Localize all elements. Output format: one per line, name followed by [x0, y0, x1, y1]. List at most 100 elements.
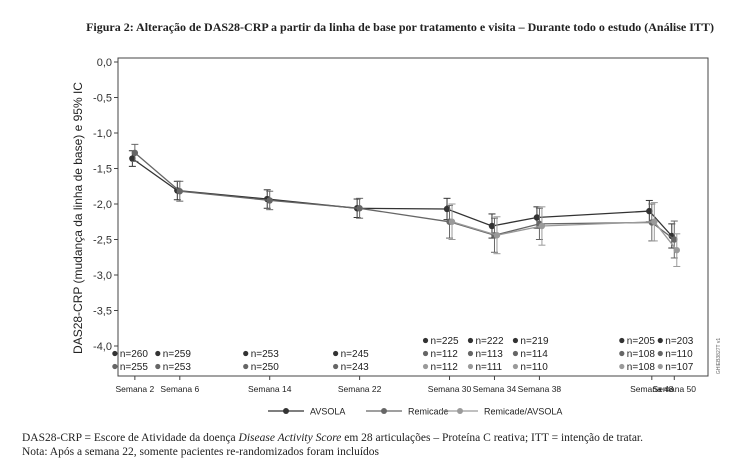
- n-marker: [243, 350, 249, 357]
- footnote-note: Nota: Após a semana 22, somente paciente…: [22, 446, 380, 458]
- x-tick-label: Semana 34: [473, 384, 517, 394]
- data-point: [131, 149, 139, 157]
- y-tick-label: -3,0: [93, 270, 112, 282]
- data-point: [176, 188, 184, 195]
- data-point: [493, 232, 501, 239]
- x-tick-label: Semana 30: [428, 384, 472, 394]
- y-tick-label: -0,5: [93, 93, 112, 105]
- plot-frame: [117, 57, 709, 377]
- n-label: n=111: [475, 362, 502, 373]
- n-label: n=259: [163, 349, 192, 360]
- legend-swatch-marker: [283, 408, 289, 414]
- y-tick-label: -4,0: [93, 341, 112, 353]
- y-axis-label: DAS28-CRP (mudança da linha de base) e 9…: [71, 82, 85, 354]
- n-marker: [512, 337, 519, 344]
- n-label: n=108: [627, 349, 656, 360]
- legend-swatch-marker: [457, 408, 463, 414]
- n-marker: [422, 337, 429, 344]
- n-marker: [333, 363, 339, 370]
- n-marker: [657, 363, 663, 370]
- n-label: n=107: [665, 362, 694, 373]
- n-marker: [155, 350, 161, 357]
- series-remicade-avsola: [448, 202, 681, 267]
- n-label: n=110: [520, 362, 548, 373]
- n-marker: [657, 350, 663, 357]
- y-tick-label: -1,5: [93, 164, 112, 176]
- data-point: [488, 222, 496, 230]
- n-label: n=243: [341, 362, 370, 373]
- series-remicade: [131, 143, 678, 259]
- data-point: [646, 207, 653, 215]
- legend-swatch-marker: [381, 408, 387, 414]
- n-label: n=114: [520, 349, 548, 360]
- y-axis: 0,0 -0,5 -1,0 -1,5 -2,0 -2,5 -3,0 -3,5 -4,0: [93, 57, 118, 353]
- n-label: n=112: [431, 349, 459, 360]
- n-label: n=260: [120, 349, 149, 360]
- n-marker: [619, 363, 625, 370]
- y-tick-label: -1,0: [93, 128, 112, 140]
- x-tick-label: Semana 22: [338, 384, 382, 394]
- y-tick-label: -2,0: [93, 199, 112, 211]
- footnote-italic-term: Disease Activity Score: [238, 432, 342, 444]
- n-label: n=203: [665, 336, 694, 347]
- data-point: [356, 205, 363, 212]
- x-tick-label: Semana 50: [653, 384, 697, 394]
- n-label: n=225: [431, 336, 460, 347]
- x-tick-label: Semana 48: [630, 384, 674, 394]
- n-marker: [155, 363, 161, 370]
- n-marker: [112, 350, 118, 357]
- n-label: n=250: [251, 362, 280, 373]
- data-point: [129, 155, 136, 162]
- data-point: [443, 205, 451, 213]
- n-marker: [657, 337, 663, 344]
- figure-code: GHIEB3827T v1: [716, 338, 722, 375]
- n-marker: [422, 350, 429, 357]
- n-marker: [467, 363, 474, 370]
- data-point: [651, 218, 658, 225]
- series-layer: [128, 143, 681, 267]
- x-tick-label: Semana 6: [160, 384, 199, 394]
- data-point: [448, 218, 456, 225]
- n-label: n=219: [520, 336, 549, 347]
- n-label: n=253: [163, 362, 192, 373]
- footnote-suffix: em 28 articulações – Proteína C reativa;…: [341, 432, 644, 444]
- legend-label: AVSOLA: [310, 407, 345, 417]
- n-marker: [467, 350, 474, 357]
- n-marker: [619, 337, 625, 344]
- footnote-prefix: DAS28-CRP = Escore de Atividade da doenç…: [22, 432, 239, 444]
- x-axis: Semana 2 Semana 6 Semana 14 Semana 22 Semana…: [115, 376, 696, 394]
- n-label: n=245: [341, 349, 370, 360]
- data-point: [673, 246, 680, 254]
- n-label: n=253: [251, 349, 280, 360]
- n-label: n=255: [120, 362, 149, 373]
- n-marker: [333, 350, 339, 357]
- n-label: n=205: [627, 336, 656, 347]
- n-marker: [512, 363, 519, 370]
- n-marker: [243, 363, 249, 370]
- y-tick-label: -3,5: [93, 306, 112, 318]
- n-label: n=112: [431, 362, 459, 373]
- x-tick-label: Semana 2: [115, 384, 154, 394]
- n-label: n=222: [475, 336, 504, 347]
- footnote-abbreviations: DAS28-CRP = Escore de Atividade da doenç…: [22, 432, 643, 444]
- series-avsola: [128, 150, 676, 249]
- y-tick-label: 0,0: [97, 57, 112, 69]
- figure-title: Figura 2: Alteração de DAS28-CRP a parti…: [86, 20, 714, 34]
- x-tick-label: Semana 38: [518, 384, 562, 394]
- n-marker: [467, 337, 474, 344]
- legend-label: Remicade: [408, 407, 449, 417]
- n-marker: [512, 350, 519, 357]
- n-label: n=113: [475, 349, 503, 360]
- series-line: [451, 221, 678, 251]
- x-tick-label: Semana 14: [248, 384, 292, 394]
- data-point: [266, 197, 273, 204]
- n-label: n=108: [627, 362, 656, 373]
- legend: AVSOLA Remicade Remicade/AVSOLA: [268, 407, 562, 417]
- legend-label: Remicade/AVSOLA: [484, 407, 562, 417]
- plot-border: [117, 57, 709, 377]
- n-marker: [112, 363, 118, 370]
- n-marker: [422, 363, 429, 370]
- n-labels: n=260 n=259 n=253 n=245 n=225 n=222 n=219 n=205…: [112, 336, 694, 373]
- y-tick-label: -2,5: [93, 235, 112, 247]
